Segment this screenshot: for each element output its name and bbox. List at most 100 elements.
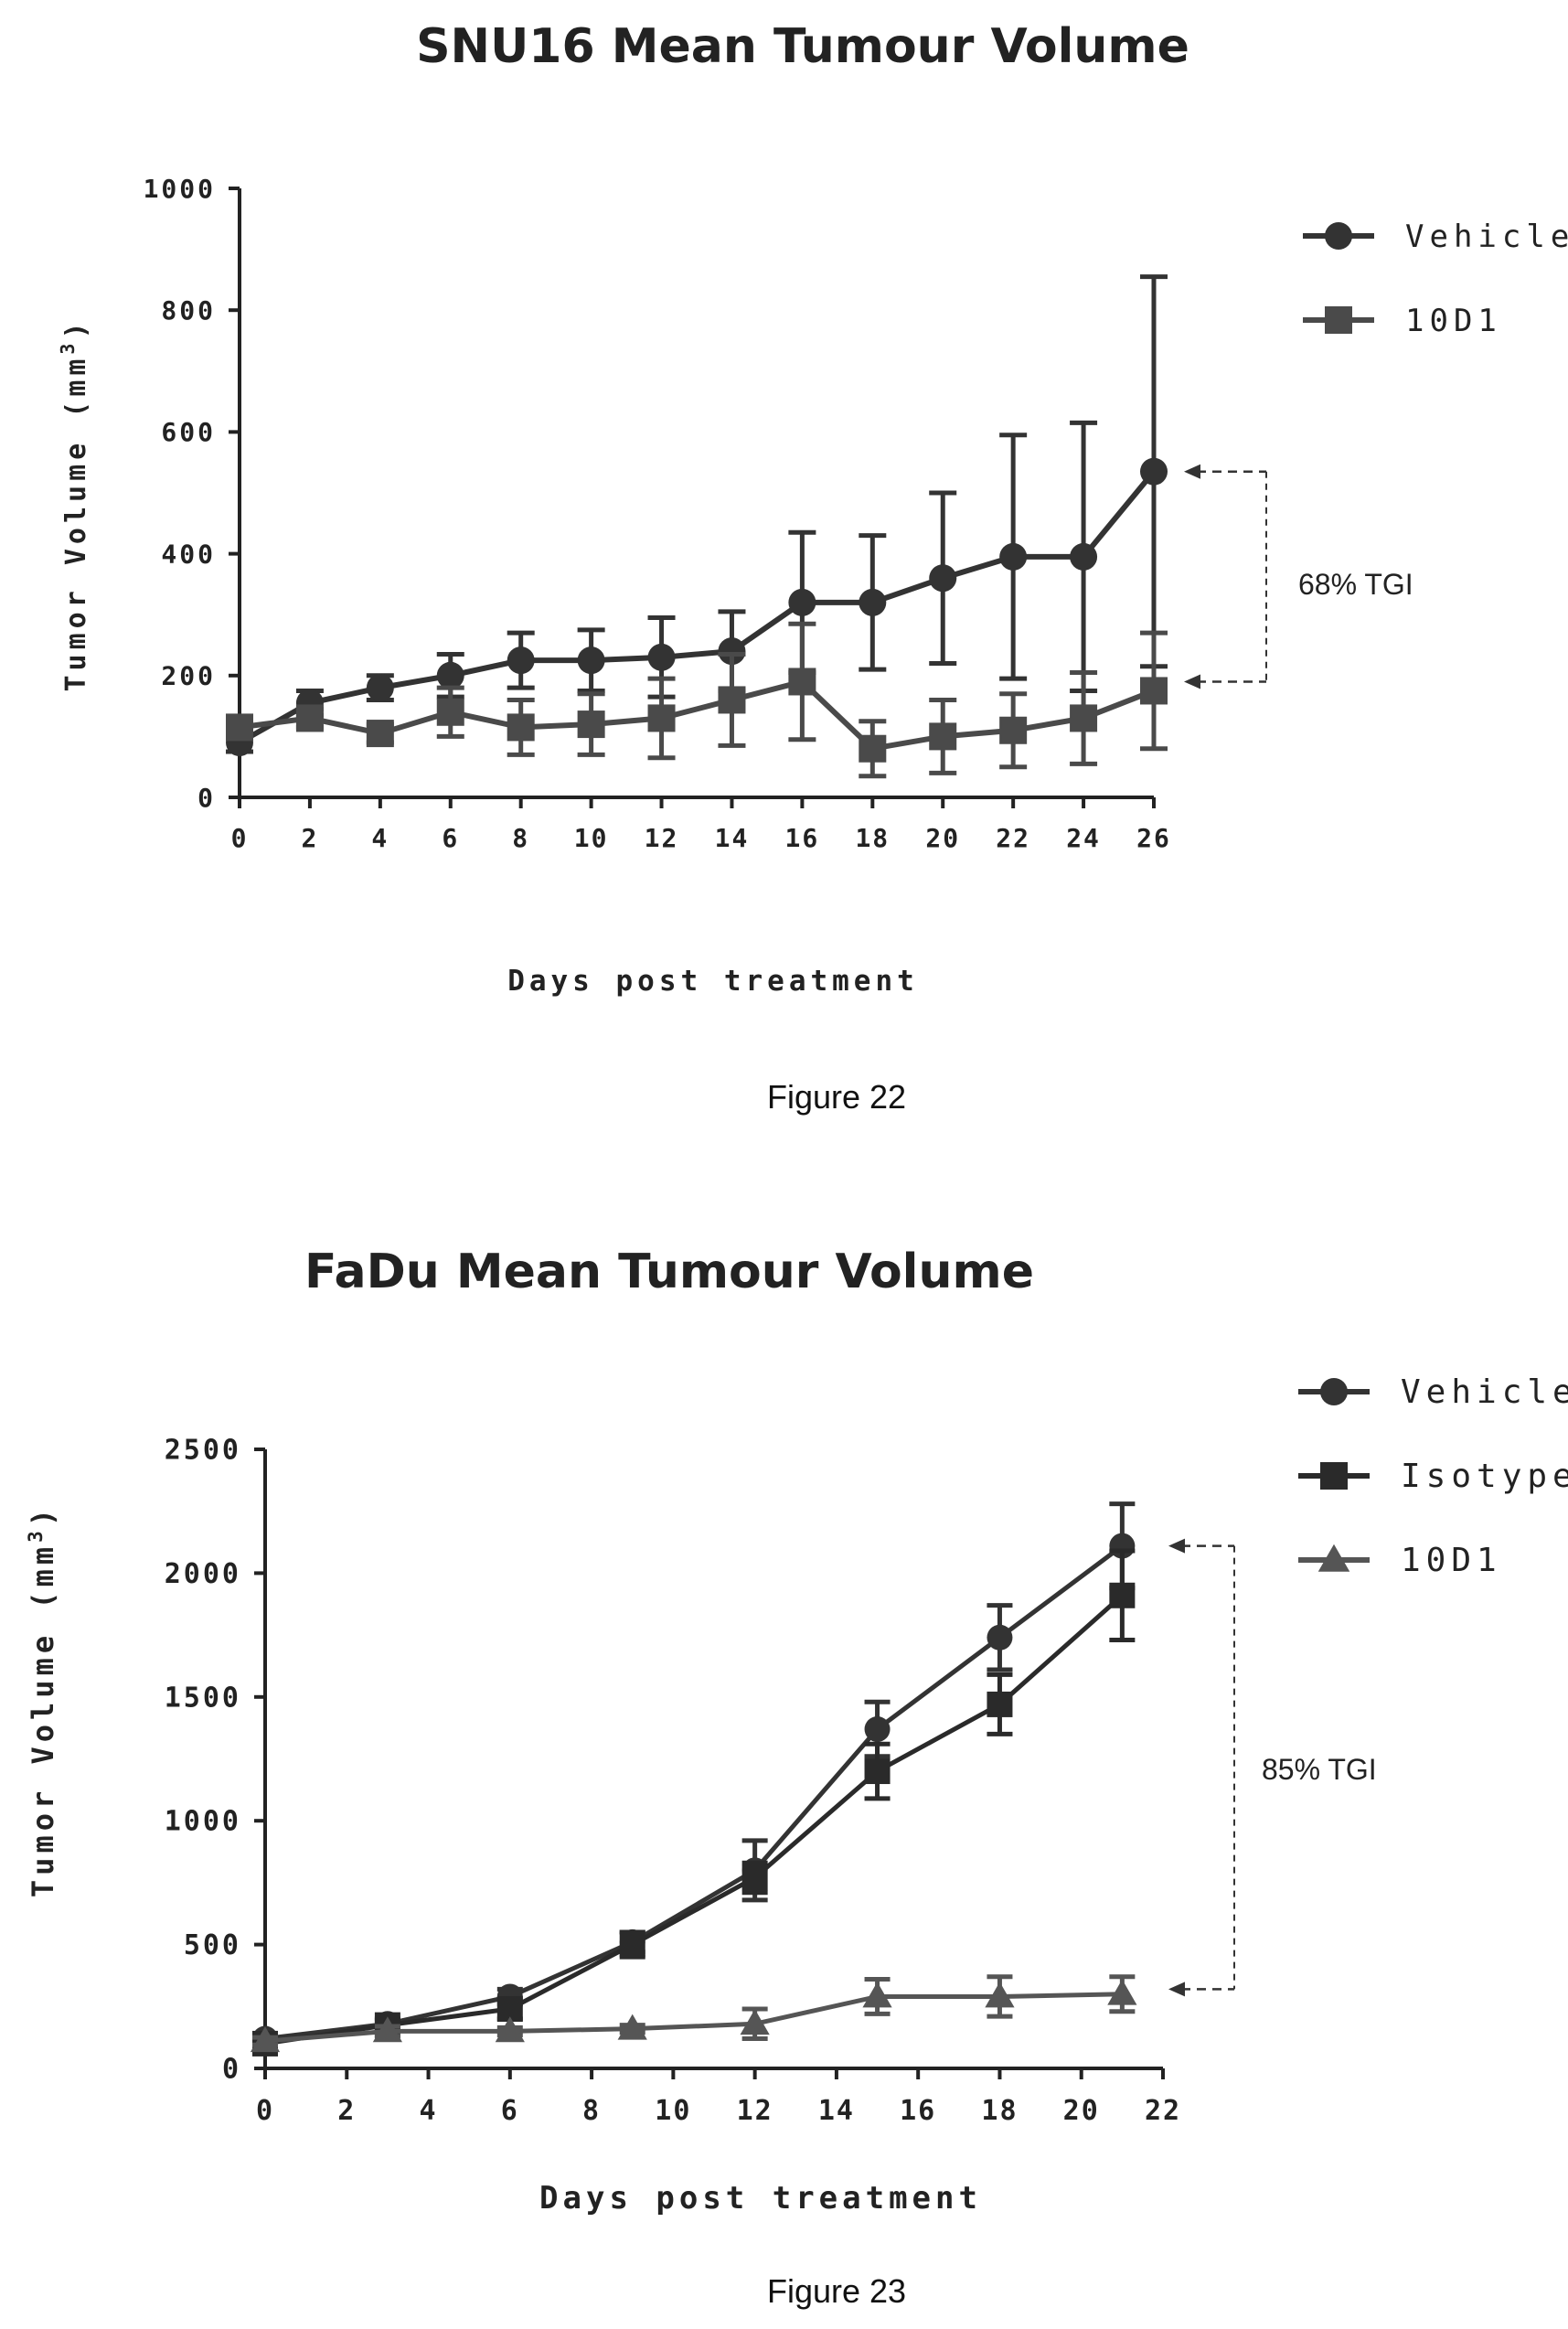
- data-point: [859, 734, 887, 763]
- data-point: [740, 2009, 770, 2035]
- legend-label: 10D1: [1405, 303, 1502, 339]
- x-tick-label: 10: [574, 823, 609, 853]
- data-point: [864, 1716, 891, 1743]
- legend: Vehicle Isotype 10D1: [1298, 1373, 1568, 1579]
- x-tick-label: 8: [582, 2095, 601, 2127]
- data-point: [507, 646, 535, 675]
- series-line: [264, 1593, 1125, 2046]
- data-point: [987, 1624, 1013, 1651]
- x-tick-label: 20: [1063, 2095, 1100, 2127]
- x-tick-label: 4: [371, 823, 389, 853]
- x-tick-label: 14: [818, 2095, 855, 2127]
- legend-label: Isotype: [1401, 1458, 1568, 1495]
- data-point: [226, 713, 253, 742]
- y-axis-label-text: Tumor Volume (mm: [60, 355, 92, 692]
- data-point: [788, 588, 816, 616]
- y-axis-label-close: ): [26, 1504, 60, 1526]
- data-point: [1107, 1979, 1137, 2005]
- y-tick-label: 0: [222, 2054, 241, 2086]
- series-vehicle: [226, 274, 1168, 757]
- data-point: [647, 643, 676, 671]
- legend-swatch-marker: [1325, 222, 1352, 250]
- legend-swatch-marker: [1320, 1462, 1348, 1490]
- y-tick-label: 1000: [165, 1806, 241, 1838]
- tgi-bracket: [1184, 464, 1267, 689]
- y-tick-label: 200: [161, 661, 216, 691]
- data-point: [495, 2016, 525, 2043]
- legend-item: Vehicle: [1303, 219, 1568, 255]
- data-point: [1070, 542, 1098, 571]
- y-axis-label: Tumor Volume (mm3): [57, 317, 92, 691]
- y-tick-label: 800: [161, 295, 216, 326]
- tgi-arrow-head: [1184, 464, 1200, 479]
- series-line: [264, 1544, 1124, 2041]
- series-10d1: [250, 1974, 1137, 2053]
- legend-swatch-marker: [1320, 1378, 1348, 1405]
- legend-item: 10D1: [1298, 1542, 1502, 1579]
- y-axis-label: Tumor Volume (mm3): [25, 1504, 60, 1897]
- data-point: [619, 1931, 645, 1958]
- legend-label: Vehicle: [1405, 219, 1568, 255]
- x-tick-label: 8: [512, 823, 529, 853]
- legend-item: Vehicle: [1298, 1373, 1568, 1411]
- legend-swatch-marker: [1325, 306, 1352, 334]
- x-tick-label: 2: [301, 823, 318, 853]
- data-point: [1140, 457, 1168, 486]
- tgi-annotation: 85% TGI: [1262, 1753, 1377, 1786]
- data-point: [999, 542, 1028, 571]
- y-tick-label: 1000: [144, 174, 216, 204]
- data-point: [577, 646, 605, 675]
- y-tick-label: 2000: [165, 1558, 241, 1590]
- data-point: [929, 564, 957, 593]
- series-isotype: [252, 1548, 1136, 2057]
- data-point: [577, 710, 605, 739]
- x-tick-label: 20: [925, 823, 960, 853]
- x-tick-label: 4: [420, 2095, 438, 2127]
- y-tick-label: 400: [161, 539, 216, 569]
- data-point: [295, 704, 324, 732]
- y-tick-label: 600: [161, 417, 216, 447]
- x-axis-label: Days post treatment: [539, 2180, 982, 2217]
- data-point: [788, 668, 816, 696]
- data-point: [617, 2014, 647, 2040]
- y-axis-label-text: Tumor Volume (mm: [26, 1543, 60, 1897]
- figure-caption: Figure 23: [767, 2272, 906, 2310]
- legend: Vehicle 10D1: [1303, 219, 1568, 339]
- data-point: [647, 704, 676, 732]
- figure-caption: Figure 22: [767, 1078, 906, 1116]
- legend-label: 10D1: [1401, 1542, 1502, 1579]
- x-tick-label: 18: [981, 2095, 1018, 2127]
- data-point: [372, 2016, 403, 2043]
- y-tick-label: 500: [184, 1929, 241, 1961]
- x-tick-label: 24: [1066, 823, 1101, 853]
- x-tick-label: 0: [231, 823, 249, 853]
- series-vehicle: [252, 1501, 1136, 2052]
- x-tick-label: 22: [996, 823, 1030, 853]
- tgi-arrow-head: [1184, 674, 1200, 689]
- data-point: [718, 686, 746, 714]
- x-tick-label: 2: [337, 2095, 356, 2127]
- x-tick-label: 22: [1145, 2095, 1181, 2127]
- legend-item: 10D1: [1303, 303, 1502, 339]
- chart: 0 500 1000 1500 2000 2500 0 2 4 6 8 10 12 14 16 18 20 22 V…: [165, 1373, 1568, 2127]
- chart-title: SNU16 Mean Tumour Volume: [416, 19, 1189, 74]
- y-tick-label: 2500: [165, 1435, 241, 1467]
- x-tick-label: 6: [442, 823, 459, 853]
- y-axis-label-close: ): [60, 317, 92, 338]
- data-point: [366, 720, 394, 748]
- data-point: [862, 1982, 892, 2008]
- legend-swatch-marker: [1317, 1544, 1350, 1572]
- x-tick-label: 16: [785, 823, 820, 853]
- chart-title: FaDu Mean Tumour Volume: [304, 1245, 1034, 1299]
- x-tick-label: 12: [645, 823, 679, 853]
- data-point: [366, 674, 394, 702]
- x-tick-label: 10: [655, 2095, 691, 2127]
- data-point: [507, 713, 535, 742]
- data-point: [999, 716, 1028, 744]
- legend-label: Vehicle: [1401, 1373, 1568, 1411]
- data-point: [436, 661, 464, 689]
- data-point: [718, 637, 746, 666]
